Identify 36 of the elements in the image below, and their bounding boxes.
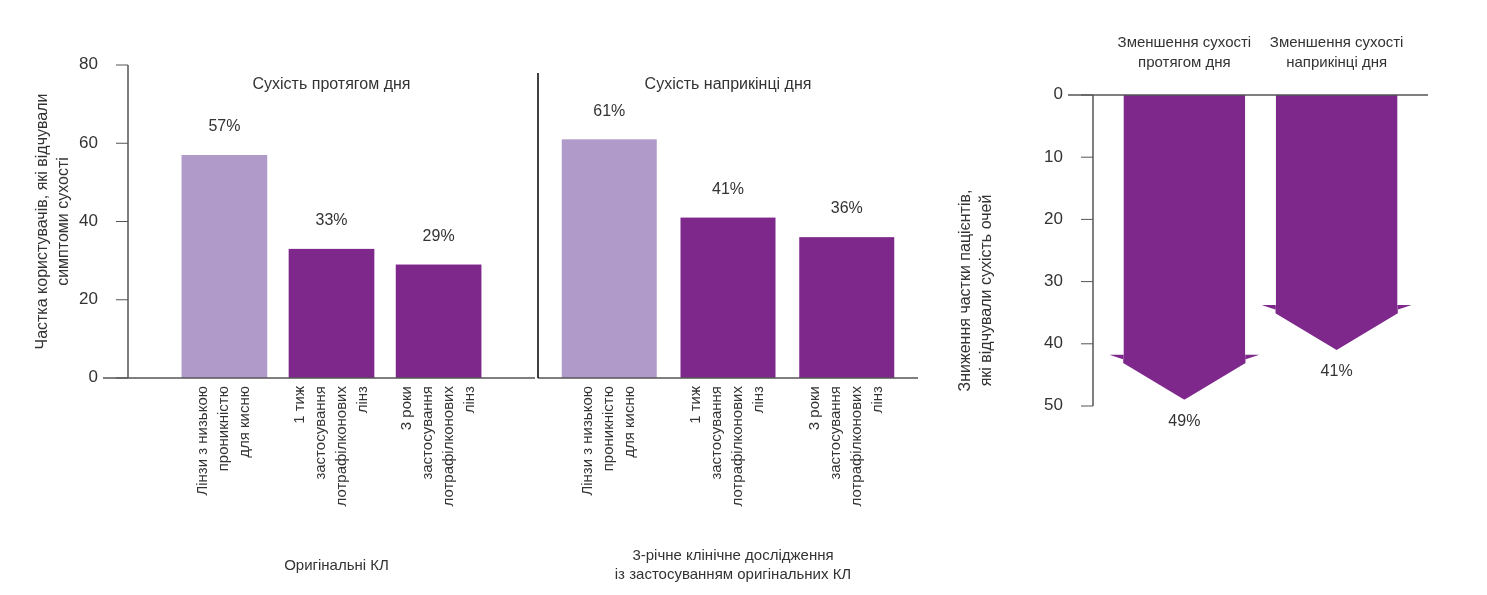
y-axis-title: Зниження частки пацієнтів, які відчували сухість очей — [955, 189, 994, 392]
y-tick-label: 20 — [1044, 208, 1063, 228]
x-tick-label: Лінзи з низькою проникністю для кисню — [193, 386, 253, 496]
x-axis-title: Оригінальні КЛ — [284, 555, 389, 573]
x-tick-label: 1 тиж застосування лотрафілконових лінз — [289, 385, 370, 507]
y-tick-label: 50 — [1044, 395, 1063, 415]
y-tick-label: 20 — [79, 289, 98, 309]
data-label: 29% — [422, 226, 455, 244]
x-tick-label: Лінзи з низькою проникністю для кисню — [578, 386, 638, 496]
y-tick-label: 60 — [79, 132, 98, 152]
x-tick-label: Зменшення сухості протягом дня — [1117, 32, 1252, 70]
bar — [288, 248, 375, 378]
y-tick-label: 0 — [88, 367, 98, 387]
bar — [395, 264, 482, 378]
y-tick-label: 10 — [1044, 146, 1063, 166]
text: Сухість протягом дня — [252, 75, 411, 93]
x-tick-label: 1 тиж застосування лотрафілконових лінз — [686, 385, 767, 507]
x-tick-label: 3 роки застосування лотрафілконових лінз — [805, 385, 886, 507]
y-tick-label: 40 — [79, 210, 98, 230]
bar — [181, 154, 268, 378]
data-label: 57% — [208, 117, 241, 135]
data-label: 41% — [1320, 362, 1353, 380]
y-tick-label: 40 — [1044, 333, 1063, 353]
data-label: 33% — [315, 211, 348, 229]
y-tick-label: 30 — [1044, 271, 1063, 291]
y-tick-label: 0 — [1053, 84, 1063, 104]
data-label: 61% — [593, 101, 626, 119]
y-tick-label: 80 — [79, 54, 98, 74]
data-label: 41% — [711, 179, 745, 197]
text: Сухість наприкінці дня — [644, 75, 812, 93]
data-label: 49% — [1168, 412, 1201, 430]
y-axis-title: Частка користувачів, які відчували симптоми сухості — [32, 93, 71, 350]
x-tick-label: 3 роки застосування лотрафілконових лінз — [397, 385, 478, 507]
data-label: 36% — [830, 199, 863, 217]
x-tick-label: Зменшення сухості наприкінці дня — [1269, 32, 1404, 70]
x-axis-title: 3-річне клінічне дослідження із застосуванням оригінальних КЛ — [614, 546, 852, 583]
